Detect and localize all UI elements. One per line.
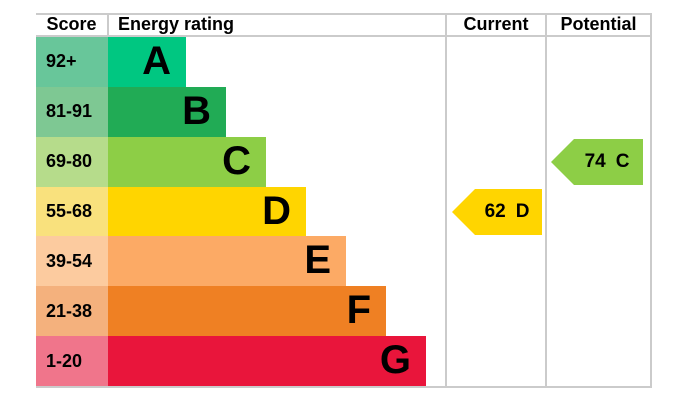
- potential-column-divider: [545, 13, 547, 388]
- potential-rating-value: 74: [584, 151, 606, 172]
- band-row-b: 81-91 B: [36, 86, 652, 137]
- band-bar: F: [108, 286, 386, 337]
- band-row-a: 92+ A: [36, 37, 652, 87]
- band-letter: G: [379, 338, 411, 383]
- table-right-border: [650, 13, 652, 388]
- band-row-d: 55-68 D: [36, 186, 652, 237]
- header-bottom-border: [36, 35, 652, 37]
- table-bottom-border: [36, 386, 652, 388]
- band-row-f: 21-38 F: [36, 286, 652, 337]
- band-row-g: 1-20 G: [36, 336, 652, 387]
- band-bar: D: [108, 186, 306, 237]
- energy-rating-column-header: Energy rating: [118, 14, 235, 34]
- band-score-label: 1-20: [36, 336, 108, 387]
- current-column-divider: [445, 13, 447, 388]
- band-letter: B: [182, 88, 211, 133]
- band-bar: C: [108, 136, 266, 187]
- band-letter: F: [346, 288, 371, 333]
- band-letter: E: [304, 238, 331, 283]
- potential-rating-letter: C: [615, 151, 630, 172]
- band-score-label: 39-54: [36, 236, 108, 287]
- current-rating-value: 62: [484, 201, 506, 222]
- band-bar: G: [108, 336, 426, 387]
- table-top-border: [36, 13, 652, 15]
- band-bar: B: [108, 86, 226, 137]
- current-column-header: Current: [463, 14, 529, 34]
- band-score-label: 81-91: [36, 86, 108, 137]
- band-letter: C: [222, 138, 251, 183]
- current-rating-letter: D: [515, 201, 530, 222]
- band-score-label: 55-68: [36, 186, 108, 237]
- band-score-label: 21-38: [36, 286, 108, 337]
- band-score-label: 69-80: [36, 136, 108, 187]
- band-row-c: 69-80 C: [36, 136, 652, 187]
- band-row-e: 39-54 E: [36, 236, 652, 287]
- band-bar: A: [108, 37, 186, 87]
- potential-column-header: Potential: [560, 14, 637, 34]
- band-score-label: 92+: [36, 37, 108, 87]
- band-letter: A: [142, 38, 171, 83]
- band-letter: D: [262, 188, 291, 233]
- score-column-header: Score: [46, 14, 97, 34]
- score-column-divider: [107, 13, 109, 37]
- rating-bands: 92+ A 81-91 B 69-80 C 55-68 D 39-54: [36, 37, 652, 387]
- band-bar: E: [108, 236, 346, 287]
